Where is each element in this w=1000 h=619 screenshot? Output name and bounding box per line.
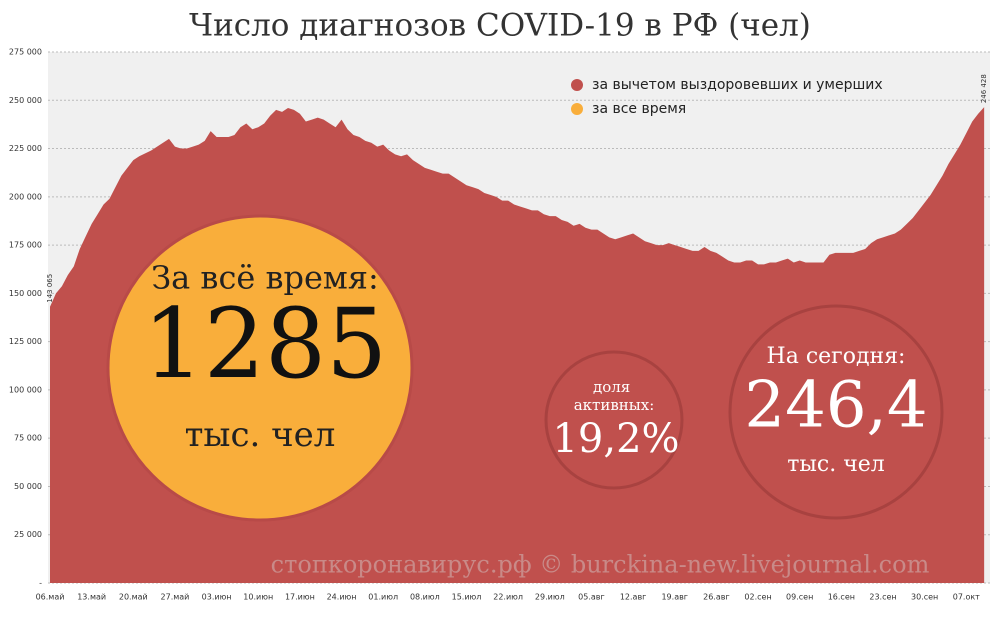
x-tick-label: 13.май bbox=[77, 593, 106, 602]
x-tick-label: 24.июн bbox=[327, 593, 357, 602]
total-title: За всё время: bbox=[151, 259, 379, 297]
x-tick-label: 22.июл bbox=[493, 593, 523, 602]
x-tick-label: 07.окт bbox=[953, 593, 980, 602]
x-tick-label: 23.сен bbox=[869, 593, 896, 602]
x-tick-label: 26.авг bbox=[703, 593, 730, 602]
legend-marker bbox=[571, 103, 583, 115]
y-tick-label: 50 000 bbox=[14, 482, 42, 491]
x-tick-label: 30.сен bbox=[911, 593, 938, 602]
x-tick-label: 16.сен bbox=[828, 593, 855, 602]
x-tick-label: 15.июл bbox=[452, 593, 482, 602]
y-tick-label: 25 000 bbox=[14, 530, 42, 539]
total-circle bbox=[106, 214, 414, 522]
share-title: доля активных: bbox=[574, 378, 655, 414]
today-title: На сегодня: bbox=[767, 344, 906, 369]
y-tick-label: 175 000 bbox=[9, 241, 42, 250]
data-label: 143 065 bbox=[46, 274, 54, 303]
today-circle bbox=[728, 304, 944, 520]
chart-title: Число диагнозов COVID-19 в РФ (чел) bbox=[189, 8, 811, 44]
y-tick-label: 225 000 bbox=[9, 144, 42, 153]
y-tick-label: 250 000 bbox=[9, 96, 42, 105]
x-tick-label: 06.май bbox=[36, 593, 65, 602]
y-tick-label: 75 000 bbox=[14, 434, 42, 443]
legend-label: за вычетом выздоровевших и умерших bbox=[592, 77, 883, 93]
x-tick-label: 17.июн bbox=[285, 593, 315, 602]
x-tick-label: 01.июл bbox=[368, 593, 398, 602]
total-value: 1285 bbox=[143, 288, 387, 400]
today-unit: тыс. чел bbox=[787, 452, 885, 477]
y-tick-label: 100 000 bbox=[9, 385, 42, 394]
total-unit: тыс. чел bbox=[185, 415, 336, 455]
x-tick-label: 08.июл bbox=[410, 593, 440, 602]
y-tick-label: 125 000 bbox=[9, 337, 42, 346]
x-tick-label: 10.июн bbox=[243, 593, 273, 602]
overlay: За всё время: 1285 тыс. чел доля активны… bbox=[106, 214, 944, 579]
share-value: 19,2% bbox=[552, 416, 679, 462]
today-value: 246,4 bbox=[744, 369, 927, 443]
x-tick-label: 29.июл bbox=[535, 593, 565, 602]
x-tick-label: 03.июн bbox=[202, 593, 232, 602]
y-tick-label: 275 000 bbox=[9, 48, 42, 57]
x-tick-label: 20.май bbox=[119, 593, 148, 602]
legend-marker bbox=[571, 79, 583, 91]
y-tick-label: - bbox=[39, 579, 42, 588]
x-tick-label: 05.авг bbox=[578, 593, 605, 602]
x-tick-label: 12.авг bbox=[620, 593, 647, 602]
watermark: стопкоронавирус.рф © burckina-new.livejo… bbox=[271, 551, 930, 579]
share-circle bbox=[544, 350, 684, 490]
x-tick-label: 02.сен bbox=[744, 593, 771, 602]
y-tick-label: 200 000 bbox=[9, 192, 42, 201]
x-tick-label: 27.май bbox=[161, 593, 190, 602]
y-tick-label: 150 000 bbox=[9, 289, 42, 298]
data-label: 246 428 bbox=[980, 74, 988, 103]
legend-label: за все время bbox=[592, 101, 686, 117]
x-tick-label: 09.сен bbox=[786, 593, 813, 602]
x-tick-label: 19.авг bbox=[661, 593, 688, 602]
